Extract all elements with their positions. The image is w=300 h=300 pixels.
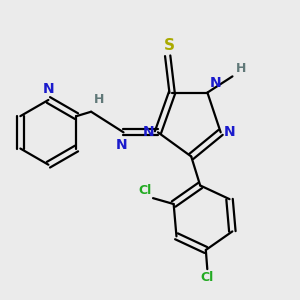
- Text: N: N: [116, 138, 128, 152]
- Text: N: N: [143, 125, 154, 139]
- Text: N: N: [43, 82, 54, 96]
- Text: N: N: [224, 125, 236, 139]
- Text: Cl: Cl: [201, 271, 214, 284]
- Text: S: S: [164, 38, 175, 53]
- Text: H: H: [236, 62, 246, 75]
- Text: H: H: [94, 93, 104, 106]
- Text: N: N: [210, 76, 221, 90]
- Text: Cl: Cl: [138, 184, 152, 197]
